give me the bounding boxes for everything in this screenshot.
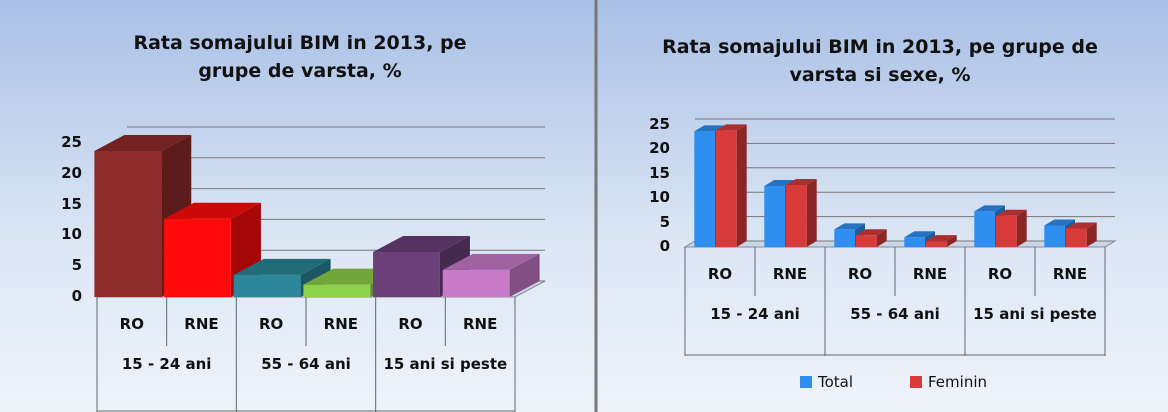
bar-side (736, 124, 747, 247)
x-tick-label: RNE (772, 265, 808, 283)
bar-top (974, 205, 1005, 212)
bar-top (786, 179, 817, 186)
x-tick-label: RO (398, 315, 423, 333)
bar-top (442, 253, 540, 270)
y-tick-label: 10 (649, 188, 670, 207)
y-tick-label: 0 (71, 287, 82, 305)
bar-top (1044, 219, 1075, 226)
group-label: 15 ani si peste (383, 355, 508, 373)
bar (233, 274, 301, 297)
legend-label: Total (818, 373, 854, 391)
bar-top (94, 135, 192, 152)
x-tick-label: RO (847, 265, 873, 283)
x-tick-label: RNE (912, 265, 948, 283)
legend-label: Feminin (928, 373, 987, 391)
y-tick-label: 15 (649, 163, 670, 182)
x-tick-label: RO (119, 315, 144, 333)
bar-top (1066, 222, 1097, 229)
chart-title: Rata somajului BIM in 2013, pe grupe de … (133, 32, 467, 82)
chart-title: Rata somajului BIM in 2013, pe grupe de … (662, 36, 1098, 86)
bar (856, 235, 877, 247)
bar (996, 215, 1017, 247)
bar-top (834, 223, 865, 230)
bar (164, 218, 231, 297)
bar-side (1086, 222, 1097, 247)
bar (974, 211, 995, 247)
group-label: 15 - 24 ani (121, 355, 212, 373)
bar-top (716, 124, 747, 131)
x-tick-label: RNE (323, 315, 358, 333)
group-label: 55 - 64 ani (850, 305, 940, 323)
y-tick-label: 20 (61, 163, 82, 182)
legend-swatch (800, 376, 812, 388)
x-tick-label: RO (987, 265, 1013, 283)
legend-swatch (910, 376, 922, 388)
bar-side (509, 253, 540, 297)
bar-top (926, 235, 957, 242)
bar-top (856, 229, 887, 236)
x-tick-label: RNE (184, 315, 219, 333)
bar (373, 252, 440, 297)
y-tick-label: 5 (659, 212, 670, 231)
y-tick-label: 20 (649, 139, 670, 158)
y-tick-label: 15 (61, 194, 82, 213)
bar (303, 284, 371, 297)
bar-side (876, 229, 887, 247)
x-tick-label: RNE (1052, 265, 1088, 283)
group-label: 15 - 24 ani (710, 305, 800, 323)
bar-top (904, 231, 935, 238)
bar-top (233, 258, 331, 275)
bar (904, 237, 925, 247)
bar (764, 186, 785, 247)
bar-top (373, 236, 470, 253)
bar (716, 130, 737, 247)
x-tick-label: RNE (462, 315, 498, 333)
bar (442, 269, 510, 297)
y-tick-label: 5 (71, 256, 82, 275)
x-tick-label: RO (707, 265, 733, 283)
bar (786, 185, 807, 247)
bar-side (946, 235, 957, 247)
bar (694, 131, 715, 247)
bar (926, 241, 947, 247)
bar (834, 229, 855, 247)
y-tick-label: 10 (61, 225, 82, 244)
bar (1066, 228, 1087, 247)
bar (1044, 225, 1065, 247)
y-tick-label: 0 (659, 237, 670, 255)
group-label: 15 ani si peste (973, 305, 1097, 323)
group-label: 55 - 64 ani (261, 355, 351, 373)
y-tick-label: 25 (649, 115, 670, 133)
bar-top (996, 209, 1027, 216)
bar-top (164, 202, 261, 219)
bar (94, 151, 162, 297)
x-tick-label: RO (259, 315, 284, 333)
bar-side (806, 179, 817, 247)
bar-side (1016, 209, 1027, 247)
y-tick-label: 25 (61, 133, 82, 151)
